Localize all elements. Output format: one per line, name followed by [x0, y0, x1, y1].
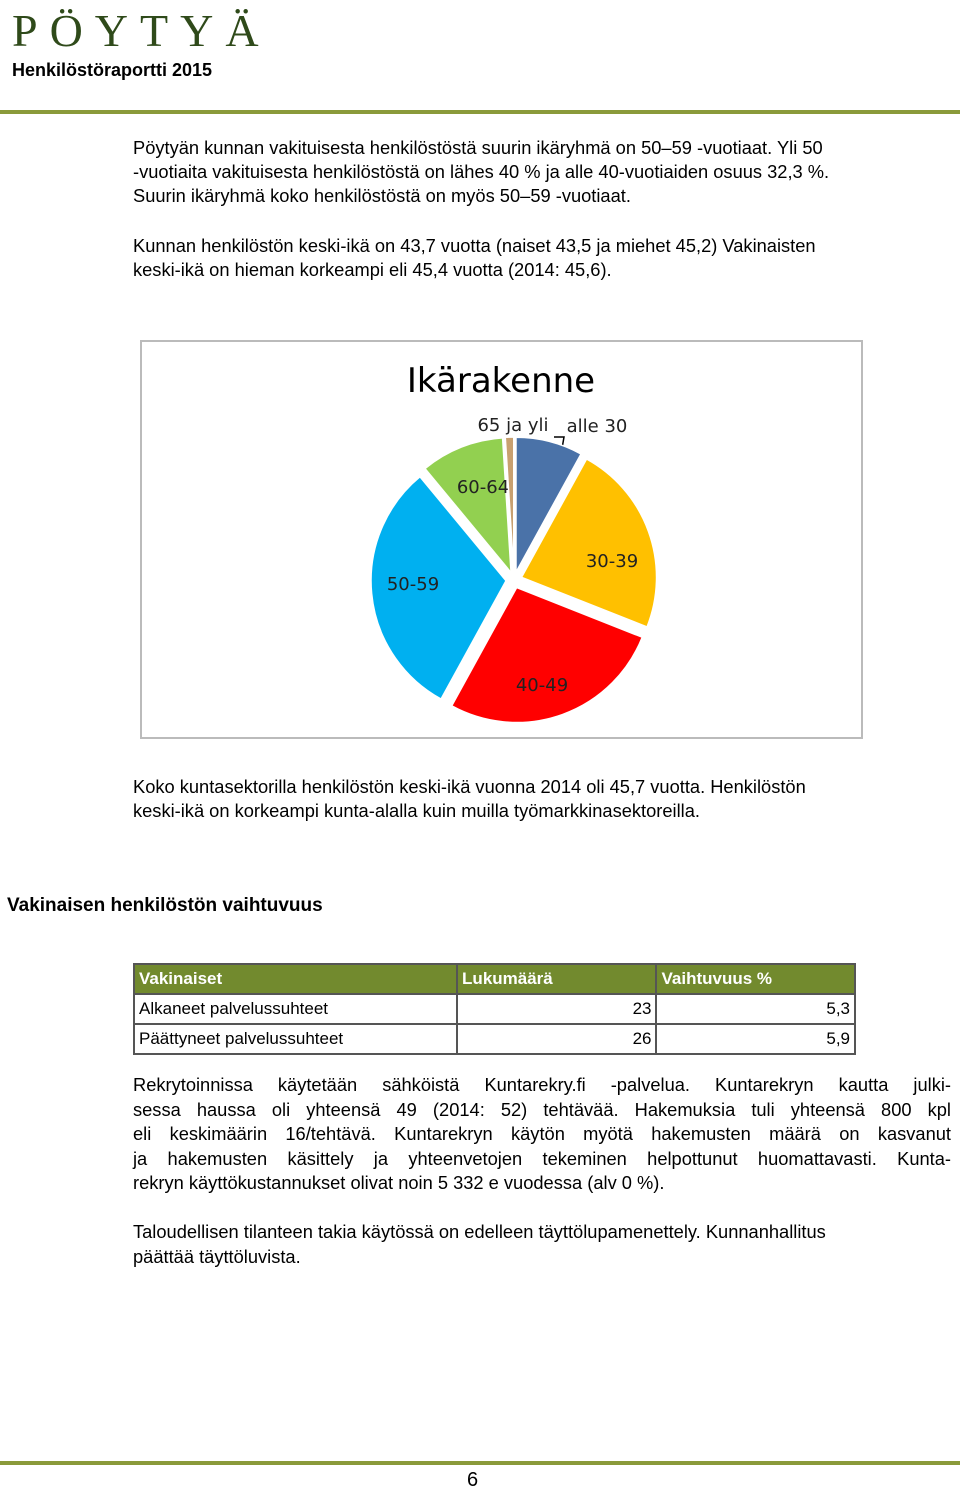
text-line: Suurin ikäryhmä koko henkilöstöstä on my… [133, 185, 631, 206]
slice-label: 65 ja yli [477, 415, 548, 436]
table-cell: 26 [456, 1023, 658, 1055]
page-number: 6 [466, 1469, 479, 1491]
table-cell: Alkaneet palvelussuhteet [132, 993, 459, 1025]
pie-slice [370, 475, 507, 701]
report-title: Henkilöstöraportti 2015 [12, 60, 213, 80]
text-line: eli keskimäärin 16/tehtävä. Kuntarekryn … [133, 1123, 951, 1144]
text-line: Rekrytoinnissa käytetään sähköistä Kunta… [133, 1074, 951, 1095]
text-line: Koko kuntasektorilla henkilöstön keski-i… [133, 776, 806, 797]
table-cell: Vaihtuvuus % [655, 963, 856, 995]
rule [0, 1461, 960, 1465]
text-line: Kunnan henkilöstön keski-ikä on 43,7 vuo… [133, 235, 816, 256]
table-cell: Päättyneet palvelussuhteet [132, 1023, 459, 1055]
text-line: rekryn käyttökustannukset olivat noin 5 … [133, 1172, 665, 1193]
chart: Ikärakenne alle 30 30-39 40-49 50-59 60-64 65… [140, 340, 863, 739]
logo: PÖYTYÄ [12, 5, 271, 56]
slice-label: 60-64 [457, 477, 509, 498]
pie-slice [423, 437, 512, 575]
text-line: keski-ikä on hieman korkeampi eli 45,4 v… [133, 259, 612, 280]
table-cell: Vakinaiset [132, 963, 459, 995]
table-cell: 23 [456, 993, 658, 1025]
text-line: -vuotiaita vakituisesta henkilöstöstä on… [133, 161, 830, 182]
table: Vakinaiset Lukumäärä Vaihtuvuus % Alkaneet … [132, 963, 856, 1055]
text-line: Pöytyän kunnan vakituisesta henkilöstöst… [133, 137, 823, 158]
chart-title: Ikärakenne [407, 361, 595, 401]
pie-slice [515, 436, 583, 573]
table-cell: 5,9 [655, 1023, 856, 1055]
pie-slice [520, 457, 658, 628]
pie-slice [504, 436, 515, 573]
text-line: keski-ikä on korkeampi kunta-alalla kuin… [133, 800, 700, 821]
text-line: päättää täyttöluvista. [133, 1245, 301, 1267]
section-title: Vakinaisen henkilöstön vaihtuvuus [7, 895, 323, 916]
table-cell: Lukumäärä [456, 963, 658, 995]
pie-slice [450, 586, 644, 724]
rule [0, 110, 960, 114]
slice-label: alle 30 [567, 416, 628, 437]
text-line: sessa haussa oli yhteensä 49 (2014: 52) … [133, 1098, 951, 1120]
table-cell: 5,3 [655, 993, 856, 1025]
slice-label: 50-59 [387, 574, 439, 595]
text-line: ja hakemusten käsittely ja yhteenvetojen… [133, 1147, 951, 1169]
text-line: Taloudellisen tilanteen takia käytössä o… [133, 1221, 826, 1242]
slice-label: 40-49 [516, 675, 568, 696]
slice-label: 30-39 [586, 551, 638, 572]
